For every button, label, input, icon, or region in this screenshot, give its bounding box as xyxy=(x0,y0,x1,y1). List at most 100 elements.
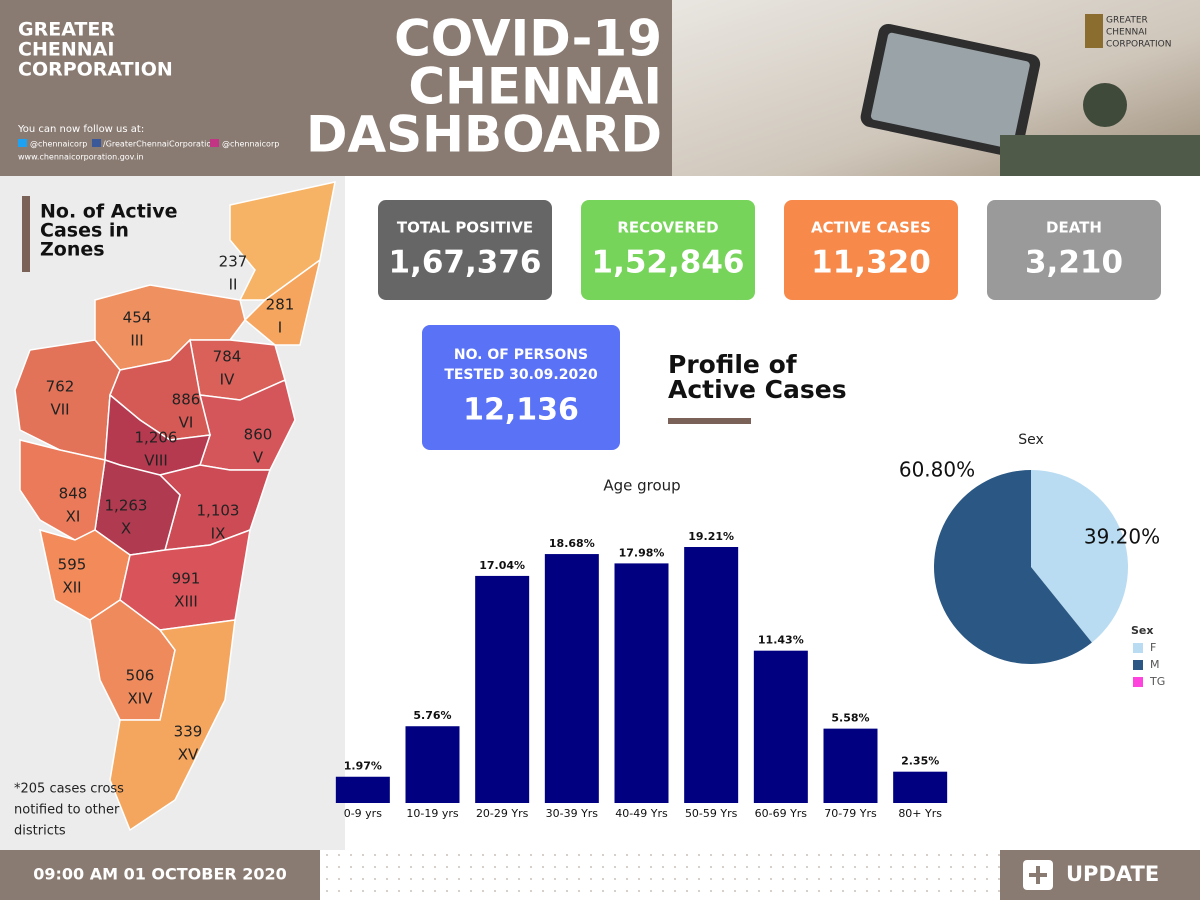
tested-label: NO. OF PERSONS xyxy=(454,347,588,363)
chart-title: Sex xyxy=(1018,432,1044,448)
zone-name: VII xyxy=(50,401,69,419)
tested-label: TESTED 30.09.2020 xyxy=(444,367,598,383)
zone-count: 506 xyxy=(126,667,155,685)
zone-count: 595 xyxy=(58,556,87,574)
x-tick-label: 30-39 Yrs xyxy=(546,807,599,820)
org-name: CHENNAI xyxy=(18,39,114,61)
map-title: Cases in xyxy=(40,220,129,242)
chart-title: Age group xyxy=(603,477,680,495)
legend-label: M xyxy=(1150,658,1160,671)
x-tick-label: 60-69 Yrs xyxy=(755,807,808,820)
footnote: notified to other xyxy=(14,803,120,818)
zone-name: II xyxy=(229,276,238,294)
header-bg xyxy=(0,0,672,176)
legend-swatch xyxy=(1133,643,1143,653)
zone-count: 860 xyxy=(244,426,273,444)
stat-value: 1,67,376 xyxy=(389,245,542,281)
stat-label: RECOVERED xyxy=(617,219,718,237)
stat-value: 1,52,846 xyxy=(592,245,745,281)
value-label: 17.98% xyxy=(619,546,665,559)
stat-value: 11,320 xyxy=(811,245,931,281)
zone-count: 454 xyxy=(123,309,152,327)
zone-count: 762 xyxy=(46,378,75,396)
x-tick-label: 70-79 Yrs xyxy=(824,807,877,820)
stat-value: 3,210 xyxy=(1025,245,1123,281)
twitter-icon xyxy=(18,139,27,147)
value-label: 5.76% xyxy=(413,709,451,722)
books xyxy=(1000,135,1200,176)
x-tick-label: 40-49 Yrs xyxy=(615,807,668,820)
footer-dots xyxy=(320,850,1000,900)
zone-name: IX xyxy=(211,525,226,543)
x-tick-label: 50-59 Yrs xyxy=(685,807,738,820)
x-tick-label: 20-29 Yrs xyxy=(476,807,529,820)
value-label: 17.04% xyxy=(479,559,525,572)
social-handle: @chennaicorp xyxy=(30,140,87,149)
stat-label: ACTIVE CASES xyxy=(811,219,931,237)
zone-count: 886 xyxy=(172,391,201,409)
tablet-screen xyxy=(870,32,1030,149)
stat-label: TOTAL POSITIVE xyxy=(397,219,533,237)
update-button[interactable]: UPDATE xyxy=(1066,862,1159,886)
legend-label: TG xyxy=(1149,675,1165,688)
map-title: Zones xyxy=(40,239,105,261)
bar xyxy=(475,575,530,803)
map-title: No. of Active xyxy=(40,201,178,223)
stat-card xyxy=(987,200,1161,300)
zone-shape xyxy=(229,181,336,301)
bar xyxy=(405,726,460,803)
zone-count: 848 xyxy=(59,485,88,503)
zone-shape xyxy=(109,619,236,832)
zone-name: I xyxy=(278,319,282,337)
zone-name: XIII xyxy=(174,593,198,611)
tested-value: 12,136 xyxy=(463,393,579,428)
zone-name: X xyxy=(121,520,131,538)
zone-count: 339 xyxy=(174,723,203,741)
social-handle: /GreaterChennaiCorporation xyxy=(103,140,216,149)
x-tick-label: 0-9 yrs xyxy=(344,807,382,820)
timestamp: 09:00 AM 01 OCTOBER 2020 xyxy=(33,865,287,884)
value-label: 2.35% xyxy=(901,755,939,768)
logo-text: GREATER xyxy=(1106,16,1148,26)
zone-name: XI xyxy=(66,508,81,526)
pie-slice xyxy=(934,470,1092,664)
legend-swatch xyxy=(1133,677,1143,687)
zone-name: XV xyxy=(178,746,199,764)
value-label: 1.97% xyxy=(344,760,382,773)
stat-card xyxy=(378,200,552,300)
legend-label: F xyxy=(1150,641,1156,654)
bar xyxy=(335,776,390,803)
bar xyxy=(614,563,669,803)
logo-emblem xyxy=(1085,14,1103,48)
map xyxy=(14,181,336,832)
zone-count: 1,103 xyxy=(197,502,240,520)
zone-shape xyxy=(243,258,322,346)
instagram-icon xyxy=(210,139,219,147)
legend-title: Sex xyxy=(1131,624,1153,637)
zone-name: VI xyxy=(179,414,194,432)
update-icon-plus xyxy=(1029,866,1047,884)
value-label: 18.68% xyxy=(549,537,595,550)
footnote: districts xyxy=(14,824,66,839)
x-tick-label: 10-19 yrs xyxy=(406,807,458,820)
zone-name: VIII xyxy=(144,452,168,470)
zone-count: 281 xyxy=(266,296,295,314)
pie-slice xyxy=(1031,470,1128,643)
social-handle: @chennaicorp xyxy=(222,140,279,149)
x-tick-label: 80+ Yrs xyxy=(898,807,942,820)
zone-name: IV xyxy=(220,371,235,389)
bar xyxy=(823,728,878,803)
stat-card xyxy=(581,200,755,300)
zone-count: 1,263 xyxy=(105,497,148,515)
bar xyxy=(684,547,739,803)
title: DASHBOARD xyxy=(306,106,662,164)
zone-name: XIV xyxy=(128,690,154,708)
value-label: 39.20% xyxy=(1084,525,1160,549)
logo-text: CORPORATION xyxy=(1106,40,1171,50)
value-label: 11.43% xyxy=(758,634,804,647)
website: www.chennaicorporation.gov.in xyxy=(18,153,144,162)
follow-text: You can now follow us at: xyxy=(17,124,144,135)
facebook-icon xyxy=(92,139,101,147)
